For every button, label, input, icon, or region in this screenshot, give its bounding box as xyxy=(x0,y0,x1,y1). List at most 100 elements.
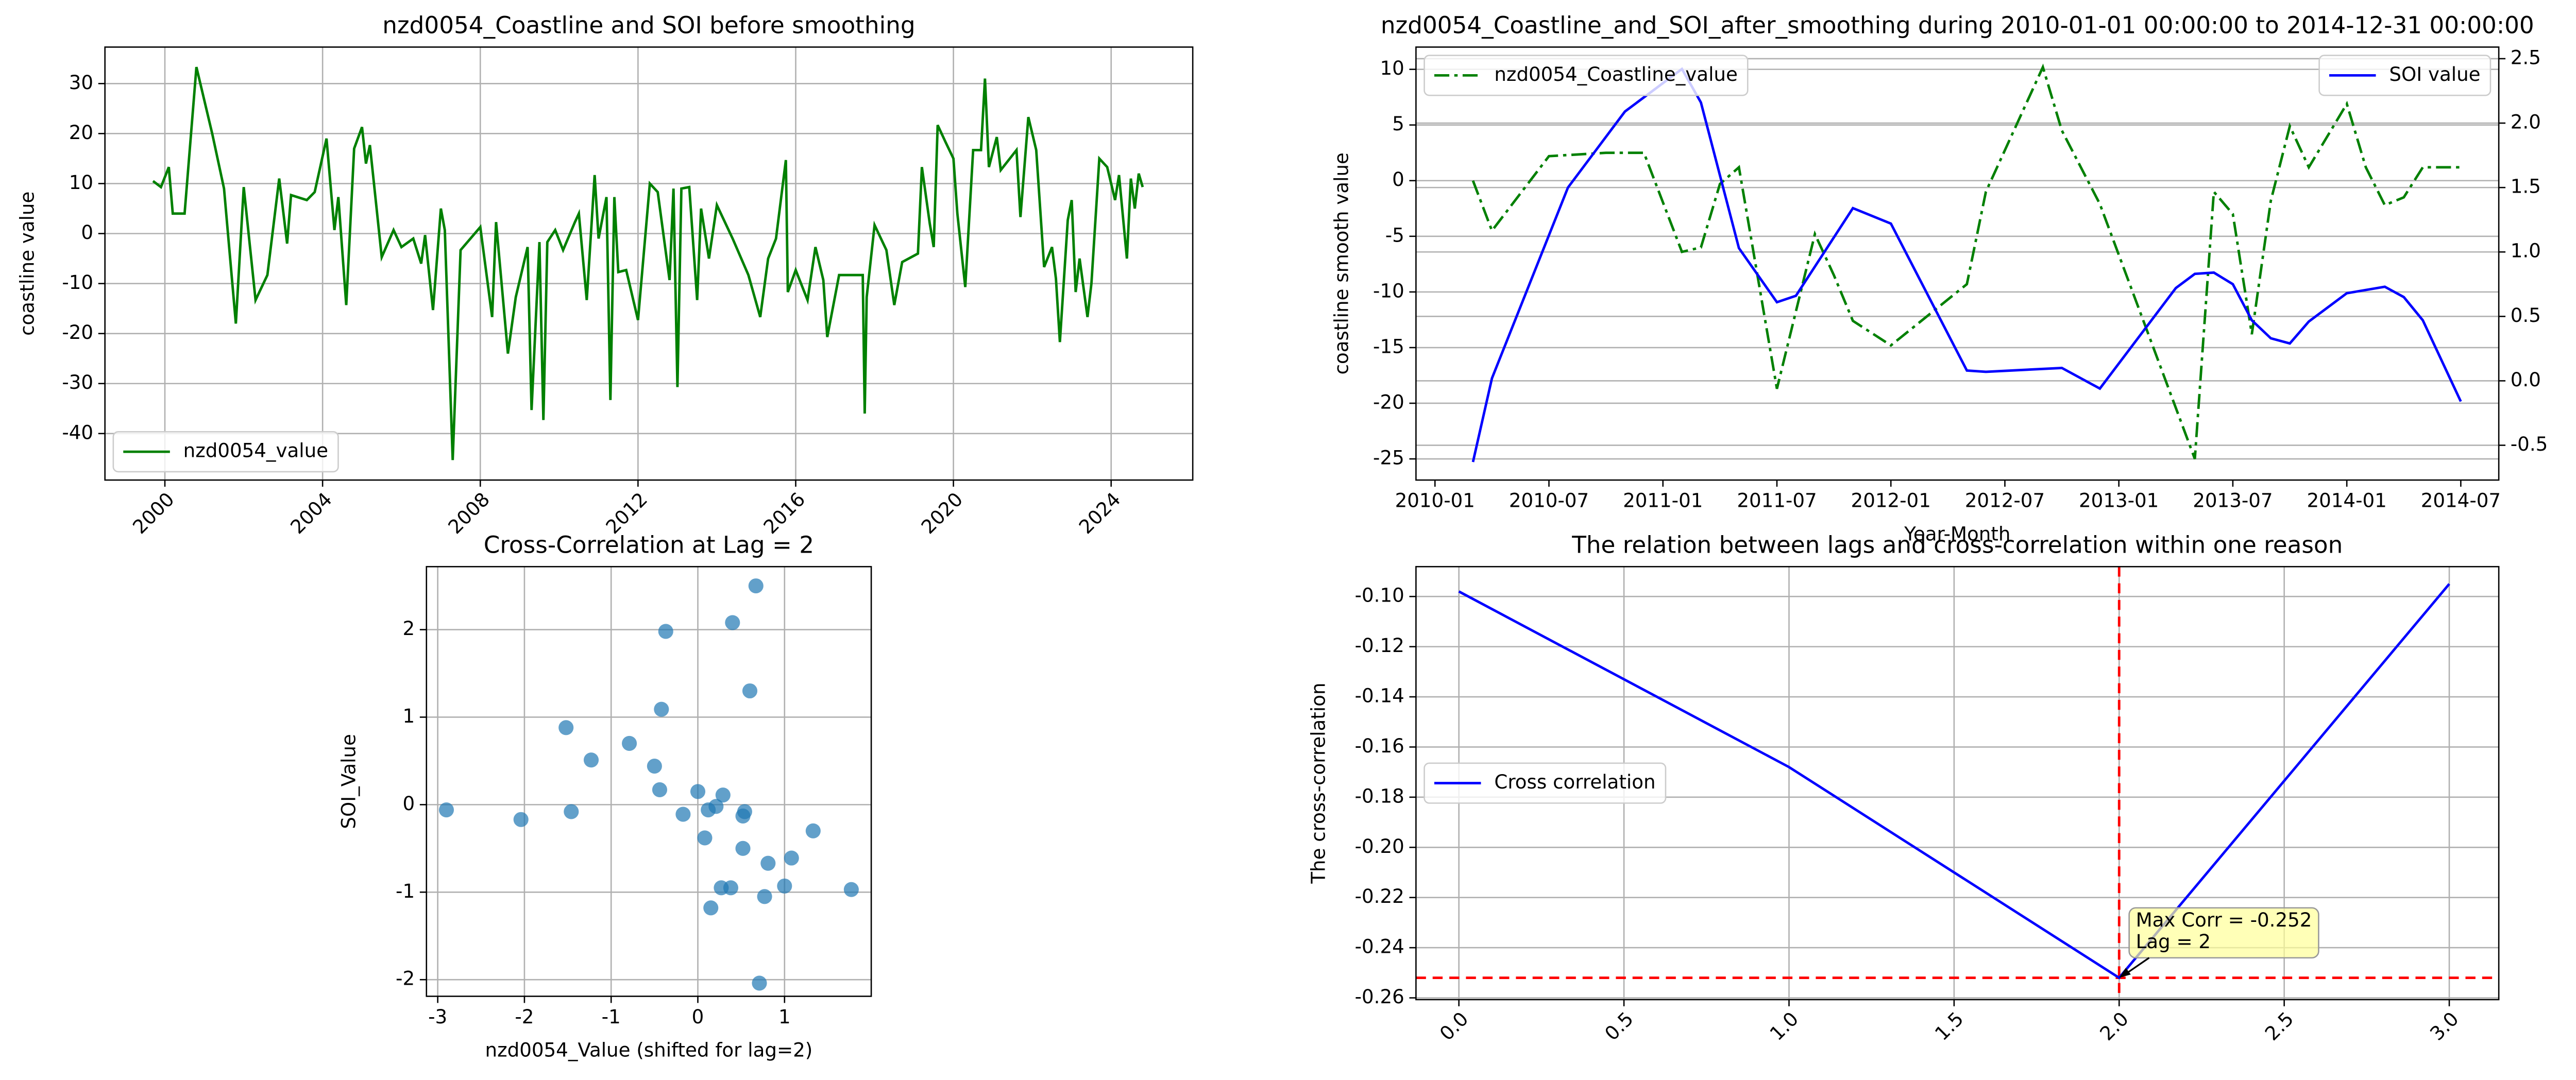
scatter-point xyxy=(675,807,691,822)
y2-tick-label: 2.5 xyxy=(2511,46,2541,68)
chart-title: nzd0054_Coastline_and_SOI_after_smoothin… xyxy=(1381,12,2534,39)
y-tick-label: -15 xyxy=(1373,335,1404,357)
x-tick-label: 2004 xyxy=(286,488,336,538)
y-tick-label: -1 xyxy=(396,880,415,902)
x-axis-label: Year-Month xyxy=(1904,522,2010,545)
y-axis-label: coastline smooth value xyxy=(1330,152,1353,374)
scatter-point xyxy=(647,759,662,774)
y-tick-label: -10 xyxy=(1373,279,1404,302)
y-tick-label: -10 xyxy=(62,271,93,294)
scatter-point xyxy=(805,823,821,838)
y-tick-label: -0.18 xyxy=(1355,784,1404,807)
y-axis-label: coastline value xyxy=(15,192,38,336)
y-tick-label: 30 xyxy=(69,71,93,94)
y2-tick-label: 1.0 xyxy=(2511,239,2541,262)
x-tick-label: 2013-01 xyxy=(2079,489,2159,512)
scatter-point xyxy=(690,784,706,799)
x-tick-label: 3.0 xyxy=(2426,1007,2463,1045)
scatter-point xyxy=(654,701,669,717)
axes-frame xyxy=(1415,46,2500,481)
x-axis-label: nzd0054_Value (shifted for lag=2) xyxy=(485,1039,813,1061)
x-tick-label: 2013-07 xyxy=(2193,489,2273,512)
scatter-point xyxy=(735,841,751,856)
y-axis-label: The cross-correlation xyxy=(1307,682,1329,884)
x-tick-label: 2000 xyxy=(128,488,179,538)
x-tick-label: 2012-01 xyxy=(1851,489,1931,512)
chart-title: nzd0054_Coastline and SOI before smoothi… xyxy=(382,12,915,39)
axes-frame xyxy=(104,46,1194,481)
x-tick-label: 2020 xyxy=(917,488,967,538)
x-tick-label: 2014-01 xyxy=(2307,489,2386,512)
y-tick-label: 2 xyxy=(402,617,415,640)
scatter-point xyxy=(513,812,529,827)
y-tick-label: 0 xyxy=(81,221,93,244)
legend: SOI value xyxy=(2318,55,2492,96)
y-tick-label: -0.16 xyxy=(1355,734,1404,757)
x-tick-label: 1.0 xyxy=(1765,1007,1803,1045)
scatter-point xyxy=(622,735,637,751)
scatter-point xyxy=(843,882,859,897)
chart-title: The relation between lags and cross-corr… xyxy=(1571,531,2343,558)
annotation-text: Max Corr = -0.252 xyxy=(2136,908,2312,931)
x-tick-label: -3 xyxy=(428,1005,447,1028)
x-tick-label: -1 xyxy=(602,1005,621,1028)
scatter-point xyxy=(725,615,740,630)
x-tick-label: 2014-07 xyxy=(2421,489,2501,512)
x-tick-label: 2008 xyxy=(444,488,494,538)
legend-box xyxy=(1423,55,1749,96)
y-tick-label: 1 xyxy=(402,705,415,727)
y2-tick-label: 0.5 xyxy=(2511,304,2541,327)
y2-tick-label: 2.0 xyxy=(2511,111,2541,133)
y-tick-label: -30 xyxy=(62,371,93,393)
y-tick-label: -0.12 xyxy=(1355,634,1404,657)
y-tick-label: -0.10 xyxy=(1355,584,1404,607)
x-tick-label: 2012-07 xyxy=(1965,489,2045,512)
x-tick-label: 0.5 xyxy=(1600,1007,1638,1045)
annotation-text: Lag = 2 xyxy=(2136,930,2211,953)
y-tick-label: -2 xyxy=(396,967,415,990)
scatter-point xyxy=(752,975,767,991)
scatter-point xyxy=(652,782,668,798)
y2-tick-label: 1.5 xyxy=(2511,175,2541,198)
y2-tick-label: 0.0 xyxy=(2511,368,2541,391)
y-axis-label: SOI_Value xyxy=(337,734,360,829)
scatter-point xyxy=(438,802,454,818)
legend-box xyxy=(112,431,339,473)
axes-frame xyxy=(426,565,872,997)
annotation-arrowhead xyxy=(2119,968,2131,978)
x-tick-label: 2011-07 xyxy=(1737,489,1817,512)
legend-label: SOI value xyxy=(2389,63,2480,85)
x-tick-label: 2011-01 xyxy=(1623,489,1703,512)
y-tick-label: 5 xyxy=(1392,112,1404,135)
scatter-point xyxy=(757,889,772,904)
legend: Cross correlation xyxy=(1423,762,1667,804)
y-tick-label: -0.14 xyxy=(1355,684,1404,707)
legend-box xyxy=(1423,762,1667,804)
y-tick-label: -5 xyxy=(1385,224,1404,246)
series-line xyxy=(1471,63,2461,459)
x-tick-label: 0 xyxy=(692,1005,704,1028)
series-line xyxy=(152,66,1144,460)
y-tick-label: -25 xyxy=(1373,447,1404,469)
scatter-point xyxy=(715,787,731,803)
chart-title: Cross-Correlation at Lag = 2 xyxy=(484,531,814,558)
legend: nzd0054_Coastline_value xyxy=(1423,55,1749,96)
scatter-point xyxy=(777,878,792,894)
x-tick-label: 2.0 xyxy=(2095,1007,2133,1045)
legend-label: nzd0054_value xyxy=(183,439,328,462)
y-tick-label: -0.22 xyxy=(1355,885,1404,907)
scatter-point xyxy=(703,900,719,916)
y-tick-label: -0.26 xyxy=(1355,985,1404,1008)
scatter-point xyxy=(564,804,579,819)
scatter-point xyxy=(708,799,724,814)
x-tick-label: 1.5 xyxy=(1930,1007,1968,1045)
x-tick-label: 2010-01 xyxy=(1395,489,1475,512)
scatter-point xyxy=(737,804,752,819)
y-tick-label: 20 xyxy=(69,121,93,144)
legend: nzd0054_value xyxy=(112,431,339,473)
y2-tick-label: -0.5 xyxy=(2511,433,2548,455)
x-tick-label: 2024 xyxy=(1074,488,1125,538)
y-tick-label: 10 xyxy=(69,171,93,194)
